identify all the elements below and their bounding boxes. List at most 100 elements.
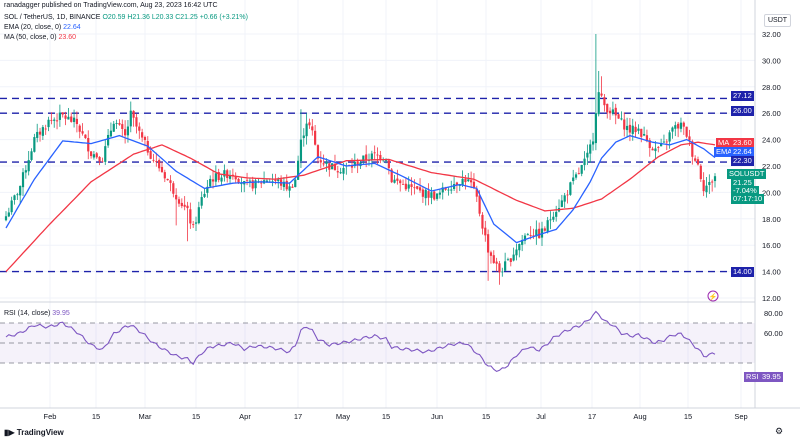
candle-up bbox=[557, 199, 561, 213]
candle-down bbox=[677, 121, 680, 138]
candle-down bbox=[155, 152, 158, 167]
candle-down bbox=[251, 176, 254, 192]
candle-up bbox=[574, 172, 578, 180]
candle-down bbox=[180, 198, 183, 209]
candle-up bbox=[302, 128, 305, 147]
symbol-title[interactable]: SOL / TetherUS, 1D, BINANCE bbox=[4, 14, 101, 21]
candle-up bbox=[228, 170, 232, 185]
candle-down bbox=[543, 226, 546, 232]
rsi-tag-value: 39.95 bbox=[760, 372, 783, 382]
candle-down bbox=[183, 196, 186, 211]
candle-up bbox=[194, 216, 198, 231]
candle-up bbox=[203, 188, 206, 199]
candle-down bbox=[685, 126, 688, 139]
candle-up bbox=[654, 141, 657, 159]
level-27-tag: 27.12 bbox=[731, 91, 754, 101]
candle-up bbox=[447, 187, 450, 196]
candle-down bbox=[387, 159, 390, 175]
candle-up bbox=[430, 187, 433, 205]
candle-up bbox=[572, 169, 575, 185]
candle-up bbox=[33, 133, 36, 153]
candle-up bbox=[713, 173, 717, 188]
candle-up bbox=[370, 150, 373, 168]
ma-tag-name: MA bbox=[716, 138, 732, 148]
candle-down bbox=[404, 177, 407, 192]
candle-up bbox=[586, 144, 589, 165]
candle-up bbox=[67, 107, 70, 120]
candle-down bbox=[336, 165, 339, 179]
candle-down bbox=[433, 190, 436, 201]
event-marker-icon[interactable] bbox=[707, 290, 719, 302]
candle-up bbox=[393, 174, 396, 184]
candle-down bbox=[70, 112, 73, 123]
candle-up bbox=[506, 257, 510, 261]
candle-down bbox=[89, 150, 93, 159]
price-tick-label: 12.00 bbox=[762, 294, 781, 303]
time-tick-label: 15 bbox=[482, 412, 490, 421]
candle-down bbox=[694, 155, 697, 163]
candle-down bbox=[316, 144, 320, 164]
time-tick-label: Jun bbox=[431, 412, 443, 421]
candle-down bbox=[577, 167, 580, 175]
ma-legend[interactable]: MA (50, close, 0) 23.60 bbox=[4, 34, 76, 41]
candle-down bbox=[484, 220, 487, 242]
candle-down bbox=[376, 147, 379, 165]
ema-legend-value: 22.64 bbox=[63, 24, 81, 31]
candle-down bbox=[231, 168, 234, 180]
symbol-tag: SOLUSDT bbox=[727, 169, 767, 179]
currency-button[interactable]: USDT bbox=[764, 14, 792, 27]
rsi-tick-label: 80.00 bbox=[764, 309, 783, 318]
gear-icon[interactable]: ⚙ bbox=[775, 426, 784, 436]
candle-up bbox=[597, 70, 600, 117]
ema20-line bbox=[5, 134, 716, 244]
candle-down bbox=[509, 258, 512, 267]
candle-up bbox=[13, 194, 16, 205]
candle-down bbox=[702, 172, 705, 197]
candle-up bbox=[282, 177, 286, 191]
ema-tag-name: EMA bbox=[714, 147, 735, 157]
candle-down bbox=[489, 250, 493, 264]
candle-down bbox=[401, 179, 405, 185]
event-marker-glyph: ⚡ bbox=[709, 292, 718, 301]
candle-down bbox=[211, 170, 215, 189]
time-tick-label: Mar bbox=[139, 412, 152, 421]
time-tick-label: Sep bbox=[734, 412, 747, 421]
candle-down bbox=[101, 157, 104, 163]
ema-tag-value: 22.64 bbox=[731, 147, 754, 157]
candlestick-series bbox=[4, 34, 717, 285]
candle-down bbox=[492, 250, 495, 264]
candle-down bbox=[291, 184, 294, 188]
time-axis[interactable]: Feb 15 Mar 15 Apr 17 May 15 Jun 15 Jul 17 Aug 15 Sep bbox=[44, 412, 748, 421]
rsi-legend-label: RSI (14, close) bbox=[4, 310, 51, 317]
time-tick-label: 15 bbox=[192, 412, 200, 421]
tradingview-logo[interactable]: ▮▶ TradingView bbox=[4, 428, 64, 437]
candle-up bbox=[705, 177, 708, 198]
candle-down bbox=[319, 151, 322, 169]
candle-up bbox=[21, 168, 25, 196]
candle-up bbox=[200, 191, 203, 209]
candle-down bbox=[628, 118, 632, 142]
candle-up bbox=[523, 233, 527, 245]
candle-down bbox=[396, 169, 399, 185]
candle-down bbox=[495, 257, 498, 272]
candle-down bbox=[470, 171, 473, 189]
candle-up bbox=[58, 104, 61, 127]
candle-down bbox=[657, 146, 660, 153]
candle-down bbox=[416, 186, 419, 190]
tv-logo-mark-icon: ▮▶ bbox=[4, 428, 15, 437]
time-tick-label: Aug bbox=[633, 412, 646, 421]
ema-legend[interactable]: EMA (20, close, 0) 22.64 bbox=[4, 24, 81, 31]
ma-legend-label: MA (50, close, 0) bbox=[4, 34, 57, 41]
change-tag: -7.04% bbox=[731, 186, 759, 196]
rsi-legend[interactable]: RSI (14, close) 39.95 bbox=[4, 310, 70, 317]
price-axis[interactable]: 32.00 30.00 28.00 26.00 24.00 22.00 20.00 18.00… bbox=[762, 30, 781, 303]
time-tick-label: Feb bbox=[44, 412, 57, 421]
candle-down bbox=[172, 181, 175, 198]
candle-up bbox=[674, 121, 677, 137]
candle-up bbox=[620, 111, 623, 121]
symbol-line: SOL / TetherUS, 1D, BINANCE O20.59 H21.3… bbox=[4, 14, 248, 21]
candle-down bbox=[38, 127, 42, 142]
ohlc-values: O20.59 H21.36 L20.33 C21.25 +0.66 (+3.21… bbox=[102, 14, 248, 21]
candle-up bbox=[41, 125, 44, 141]
